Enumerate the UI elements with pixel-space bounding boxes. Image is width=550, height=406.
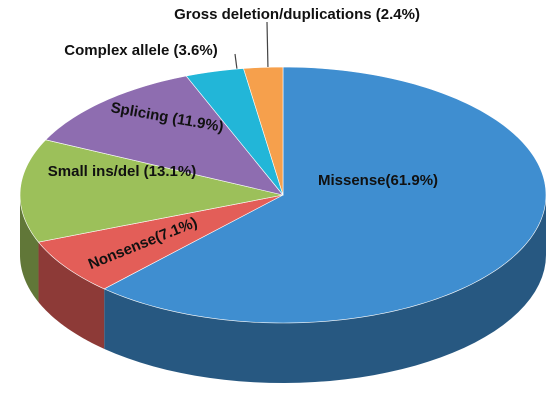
slice-side: [38, 242, 105, 349]
slice-label: Missense(61.9%): [318, 172, 438, 189]
slice-label: Complex allele (3.6%): [64, 42, 217, 59]
slice: [45, 75, 284, 196]
slice-label: Small ins/del (13.1%): [48, 163, 196, 180]
slice: [243, 66, 284, 196]
slice: [103, 66, 547, 324]
slice-side: [20, 195, 39, 303]
slice: [19, 139, 284, 243]
slice: [37, 194, 284, 290]
slice: [185, 68, 284, 196]
slice-label: Gross deletion/duplications (2.4%): [174, 6, 420, 23]
leader-line: [266, 21, 269, 71]
slice-side: [104, 195, 546, 383]
